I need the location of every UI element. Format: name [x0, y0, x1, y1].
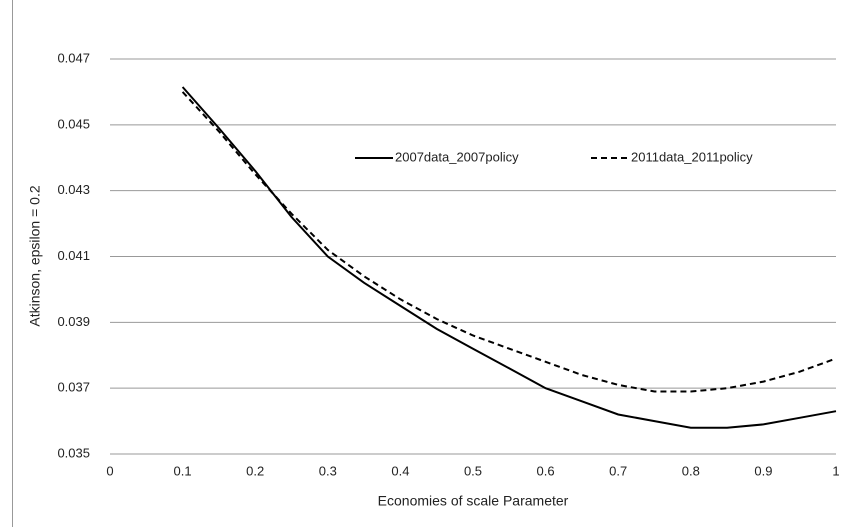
x-tick-label: 0.8 — [682, 463, 700, 478]
x-tick-label: 1 — [832, 463, 839, 478]
series-line — [181, 86, 837, 429]
y-tick-label: 0.037 — [57, 380, 90, 395]
y-tick-label: 0.047 — [57, 50, 90, 65]
legend-label: 2011data_2011policy — [631, 149, 753, 164]
x-tick-label: 0.7 — [609, 463, 627, 478]
legend-label: 2007data_2007policy — [395, 149, 519, 164]
x-tick-label: 0.2 — [246, 463, 264, 478]
x-axis-label: Economies of scale Parameter — [378, 493, 569, 509]
x-tick-label: 0.1 — [174, 463, 192, 478]
series-line — [181, 91, 837, 393]
y-tick-label: 0.039 — [57, 314, 90, 329]
y-tick-label: 0.045 — [57, 116, 90, 131]
y-tick-label: 0.043 — [57, 182, 90, 197]
y-axis-label: Atkinson, epsilon = 0.2 — [27, 185, 43, 326]
x-tick-label: 0.4 — [391, 463, 409, 478]
y-tick-label: 0.035 — [57, 445, 90, 460]
x-tick-label: 0.5 — [464, 463, 482, 478]
x-tick-label: 0.3 — [319, 463, 337, 478]
y-tick-label: 0.041 — [57, 248, 90, 263]
x-tick-label: 0 — [106, 463, 113, 478]
x-tick-label: 0.6 — [537, 463, 555, 478]
x-tick-label: 0.9 — [754, 463, 772, 478]
